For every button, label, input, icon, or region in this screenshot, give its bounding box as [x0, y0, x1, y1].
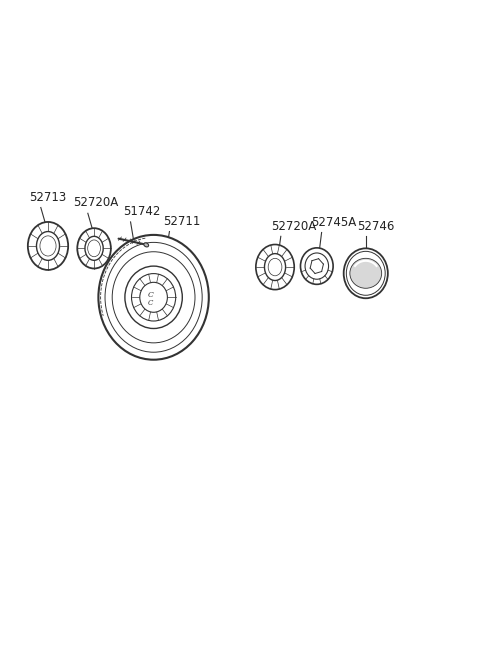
Ellipse shape	[105, 242, 202, 352]
Ellipse shape	[85, 237, 103, 260]
Ellipse shape	[300, 248, 333, 284]
Text: 52713: 52713	[29, 191, 66, 204]
Ellipse shape	[344, 248, 388, 298]
Ellipse shape	[112, 252, 195, 343]
Ellipse shape	[140, 283, 168, 312]
Ellipse shape	[144, 243, 149, 247]
Ellipse shape	[264, 254, 286, 281]
Text: 52746: 52746	[358, 219, 395, 233]
Ellipse shape	[36, 231, 60, 260]
Ellipse shape	[256, 244, 294, 290]
Ellipse shape	[98, 235, 209, 359]
Ellipse shape	[77, 228, 111, 269]
Ellipse shape	[305, 253, 328, 279]
Ellipse shape	[125, 266, 182, 328]
Text: 52711: 52711	[163, 215, 201, 228]
Ellipse shape	[350, 258, 382, 288]
Text: 51742: 51742	[123, 205, 160, 218]
Text: 52720A: 52720A	[73, 196, 119, 210]
Ellipse shape	[347, 252, 385, 295]
Text: C: C	[148, 291, 154, 299]
Text: C: C	[148, 298, 154, 307]
Text: 52745A: 52745A	[311, 215, 356, 229]
Text: 52720A: 52720A	[271, 219, 316, 233]
Ellipse shape	[28, 222, 68, 270]
